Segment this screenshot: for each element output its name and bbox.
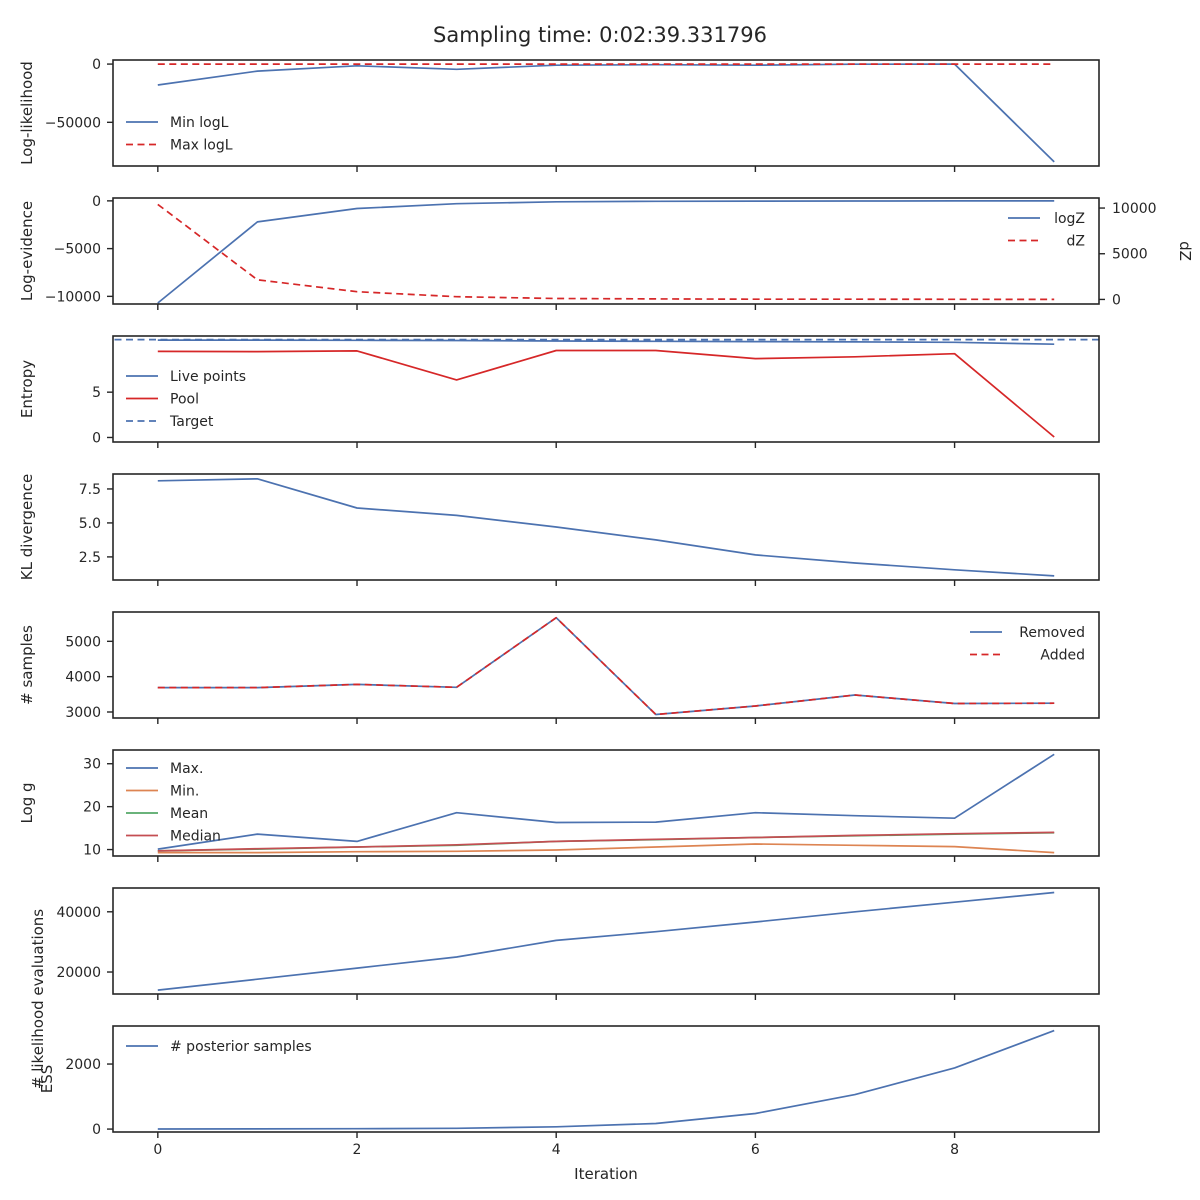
subplot-8: 0 2000 0 2 4 6 8 ESS # posterior samples (38, 1025, 1100, 1158)
legend: Removed Added (970, 625, 1085, 664)
y-tick-label: 4000 (65, 670, 101, 686)
plot-frame (112, 1025, 1100, 1133)
plot-frame (112, 59, 1100, 167)
series-group (157, 200, 1055, 304)
y-tick-label: 5.0 (79, 516, 101, 532)
subplot-4: 2.5 5.0 7.5 KL divergence (18, 473, 1100, 586)
y-axis-label: Log-likelihood (18, 61, 36, 165)
series-line-2 (157, 843, 1055, 854)
series-line-1 (157, 200, 1055, 304)
y-tick-label: 5000 (65, 634, 101, 650)
series-line-4 (157, 831, 1055, 852)
y-axis-label: KL divergence (18, 474, 36, 580)
y-tick-label: 2.5 (79, 550, 101, 566)
y-tick-label-right: 5000 (1112, 247, 1148, 263)
y-tick-label: 3000 (65, 705, 101, 721)
y-tick-label: −10000 (45, 289, 101, 305)
plot-frame (112, 473, 1100, 581)
legend-label: # posterior samples (170, 1039, 312, 1055)
y-tick-label: 20 (83, 800, 101, 816)
legend-label: Max. (170, 761, 203, 777)
plot-frame (112, 749, 1100, 857)
y-tick-label: 0 (92, 1122, 101, 1138)
figure-title: Sampling time: 0:02:39.331796 (433, 23, 767, 47)
x-tick-label: 4 (552, 1142, 561, 1158)
legend: # posterior samples (126, 1039, 312, 1055)
legend-label: Added (1040, 648, 1085, 664)
y-tick-label: −50000 (45, 115, 101, 131)
y-axis-label-right: dZ (1176, 241, 1194, 261)
y-axis-label: Entropy (18, 360, 36, 418)
y-tick-label: 40000 (56, 905, 101, 921)
series-line-1 (157, 63, 1055, 163)
y-tick-label: 30 (83, 757, 101, 773)
x-tick-label: 0 (153, 1142, 162, 1158)
subplot-1: 0 −50000 Log-likelihood Min logL Max logL (18, 57, 1100, 172)
legend-label: Min. (170, 784, 199, 800)
legend-label: dZ (1067, 234, 1085, 250)
series-group (157, 891, 1055, 991)
series-line-2 (157, 616, 1055, 716)
y-axis-label: Log-evidence (18, 201, 36, 301)
series-group (157, 753, 1055, 854)
series-group (157, 477, 1055, 577)
series-line-1 (157, 339, 1055, 346)
series-line-1 (157, 753, 1055, 850)
y-tick-label-right: 0 (1112, 292, 1121, 308)
series-line-1 (157, 1029, 1055, 1130)
series-group (157, 616, 1055, 716)
x-axis-label: Iteration (574, 1165, 638, 1183)
legend-label: Live points (170, 369, 246, 385)
y-tick-label: 7.5 (79, 482, 101, 498)
series-group (157, 63, 1055, 163)
plot-frame (112, 611, 1100, 719)
x-tick-label: 6 (751, 1142, 760, 1158)
y-tick-label: −5000 (54, 242, 101, 258)
subplot-3: 0 5 Entropy Live points Pool Target (18, 335, 1100, 448)
y-axis-label: # samples (18, 625, 36, 705)
y-tick-label: 0 (92, 57, 101, 73)
legend-label: Mean (170, 806, 208, 822)
legend-label: Target (169, 414, 214, 430)
series-line-1 (157, 891, 1055, 991)
x-tick-label: 8 (950, 1142, 959, 1158)
subplot-6: 10 20 30 Log g Max. Min. Mean Median (18, 749, 1100, 862)
legend-label: logZ (1054, 211, 1085, 227)
series-line-1 (157, 477, 1055, 577)
subplot-2: 0 −5000 −10000 10000 5000 0 dZ Log-evidence logZ… (18, 194, 1194, 310)
y-axis-label: ESS (38, 1065, 56, 1094)
y-axis-label: # likelihood evaluations (29, 909, 47, 1089)
legend: logZ dZ (1008, 211, 1085, 250)
series-group (157, 1029, 1055, 1130)
legend: Max. Min. Mean Median (126, 761, 221, 845)
y-axis-label: Log g (18, 782, 36, 823)
legend-label: Pool (170, 392, 199, 408)
subplot-7: 20000 40000 # likelihood evaluations (29, 887, 1100, 1089)
legend-label: Min logL (170, 115, 229, 131)
plot-frame (112, 887, 1100, 995)
series-group (113, 338, 1099, 438)
y-tick-label-right: 10000 (1112, 201, 1157, 217)
x-tick-label: 2 (353, 1142, 362, 1158)
legend: Live points Pool Target (126, 369, 246, 430)
plot-frame (112, 335, 1100, 443)
legend: Min logL Max logL (126, 115, 233, 154)
y-tick-label: 0 (92, 194, 101, 210)
subplot-5: 3000 4000 5000 # samples Removed Added (18, 611, 1100, 724)
y-tick-label: 5 (92, 385, 101, 401)
series-line-2 (157, 203, 1055, 301)
y-tick-label: 10 (83, 843, 101, 859)
legend-label: Max logL (170, 138, 233, 154)
y-tick-label: 0 (92, 430, 101, 446)
legend-label: Removed (1019, 625, 1085, 641)
y-tick-label: 2000 (65, 1057, 101, 1073)
legend-label: Median (170, 829, 221, 845)
y-tick-label: 20000 (56, 965, 101, 981)
series-line-2 (157, 349, 1055, 438)
plot-frame (112, 197, 1100, 305)
